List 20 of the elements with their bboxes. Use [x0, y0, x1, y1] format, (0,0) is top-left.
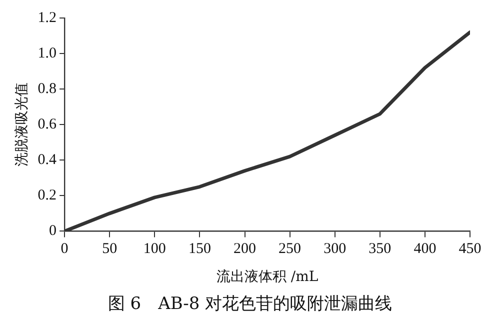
x-tick-label: 250 [278, 241, 302, 258]
x-tick-label: 50 [102, 241, 118, 258]
x-tick-label: 100 [143, 241, 166, 258]
y-tick-label: 0.6 [38, 116, 58, 133]
y-tick-label: 0.8 [38, 81, 57, 98]
x-tick-label: 0 [60, 241, 68, 258]
y-tick-label: 0 [49, 223, 57, 240]
x-tick-label: 400 [414, 241, 436, 258]
y-tick-label: 0.2 [38, 188, 57, 204]
y-tick-label: 1.2 [38, 10, 57, 26]
text: 图 6 AB-8 对花色苷的吸附泄漏曲线 [106, 293, 394, 315]
y-tick-label: 1.0 [38, 45, 57, 62]
x-tick-label: 200 [234, 241, 256, 258]
x-axis-title: 流出液体积 /mL [216, 269, 318, 286]
x-tick-label: 350 [368, 241, 392, 258]
y-axis-title: 洗脱液吸光值 [14, 82, 30, 167]
x-tick-label: 450 [458, 241, 482, 258]
x-tick-label: 150 [188, 241, 211, 258]
y-tick-label: 0.4 [38, 152, 58, 168]
x-tick-label: 300 [324, 241, 346, 258]
